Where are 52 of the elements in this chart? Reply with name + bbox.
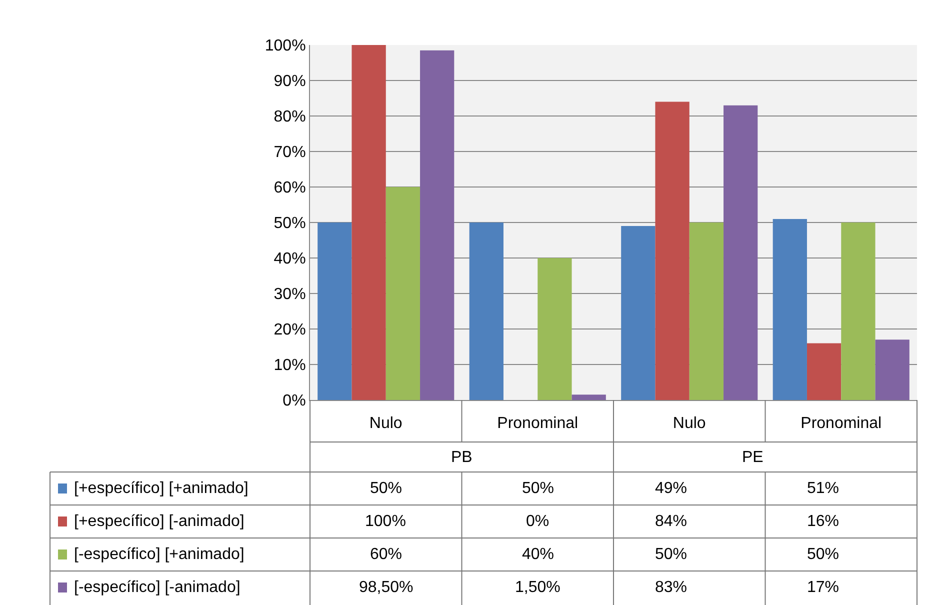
bar (689, 222, 724, 400)
data-label: 98,50% (359, 579, 414, 596)
bar (318, 222, 352, 400)
x-tick-label: Nulo (369, 415, 402, 432)
bar (621, 226, 656, 400)
data-label: 60% (370, 546, 402, 563)
y-tick-label: 90% (274, 73, 306, 90)
bar (841, 222, 876, 400)
text: PB (451, 449, 472, 466)
x-tick-label: Nulo (672, 415, 706, 432)
data-label: 1,50% (515, 579, 560, 596)
legend-label: [-específico] [+animado] (74, 546, 244, 563)
data-label: 0% (526, 513, 550, 530)
data-label: 84% (655, 513, 688, 530)
data-label: 50% (655, 546, 688, 563)
bar (572, 394, 606, 400)
y-tick-label: 100% (264, 38, 306, 55)
legend-label: [+específico] [+animado] (74, 480, 248, 497)
legend-label: [-específico] [-animado] (74, 579, 240, 596)
data-label: 83% (655, 579, 688, 596)
bar (386, 187, 420, 400)
y-tick-label: 10% (274, 357, 306, 374)
y-tick-label: 30% (274, 286, 306, 304)
bar (469, 222, 504, 400)
data-label: 50% (370, 480, 402, 497)
data-label: 49% (655, 480, 688, 497)
y-tick-label: 70% (274, 144, 306, 162)
bar (538, 258, 572, 400)
y-tick-label: 0% (282, 392, 306, 410)
y-tick-label: 40% (274, 250, 306, 268)
y-tick-label: 60% (274, 180, 306, 197)
y-tick-label: 50% (274, 215, 306, 232)
data-label: 51% (807, 480, 840, 497)
data-label: 50% (522, 480, 554, 497)
text: PE (742, 449, 764, 466)
x-tick-label: Pronominal (497, 415, 578, 432)
bar (352, 45, 386, 400)
bar (875, 340, 910, 400)
bar (724, 105, 758, 400)
legend-label: [+específico] [-animado] (74, 513, 244, 530)
data-label: 17% (807, 579, 840, 596)
bar (772, 218, 807, 400)
bar (655, 102, 690, 400)
y-tick-label: 80% (274, 108, 306, 126)
data-label: 100% (365, 513, 406, 530)
bar (806, 343, 842, 400)
y-tick-label: 20% (274, 322, 306, 339)
x-tick-label: Pronominal (800, 415, 882, 432)
data-label: 50% (807, 546, 840, 563)
data-label: 16% (807, 513, 840, 530)
bar (420, 50, 454, 400)
data-label: 40% (522, 546, 554, 563)
